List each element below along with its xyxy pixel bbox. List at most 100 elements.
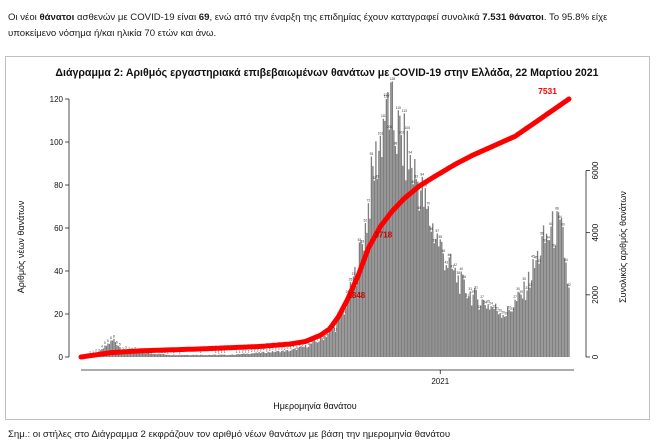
bar (557, 212, 560, 357)
bar (390, 82, 392, 357)
bar-value-label: 61 (549, 222, 553, 226)
bar (530, 280, 533, 357)
bar (342, 310, 344, 357)
bar (224, 354, 226, 357)
bar-value-label: 2 (275, 347, 277, 351)
bar (264, 353, 266, 357)
bar (487, 304, 489, 357)
x-axis-label: Ημερομηνία θανάτου (273, 401, 357, 411)
bar (429, 225, 431, 357)
bar-value-label: 2 (254, 349, 256, 353)
bar-value-label: 21 (495, 306, 499, 310)
chart-frame: Διάγραμμα 2: Αριθμός εργαστηριακά επιβεβ… (5, 56, 650, 420)
bar-value-label: 5 (308, 342, 310, 346)
bar-value-label: 84 (421, 172, 425, 176)
bar (158, 353, 160, 357)
bar (209, 354, 211, 357)
bar (351, 287, 353, 357)
bar (529, 287, 531, 357)
bar (300, 346, 302, 357)
intro-text-2: ασθενών με COVID-19 είναι (74, 12, 199, 23)
bar (262, 351, 265, 357)
bar-value-label: 79 (424, 184, 428, 188)
bar-value-label: 27 (465, 294, 469, 298)
bar (349, 281, 352, 357)
bar-value-label: 36 (462, 275, 466, 279)
bar (240, 354, 242, 357)
bar-value-label: 3 (278, 346, 280, 350)
bar (241, 353, 244, 357)
bar (568, 287, 570, 357)
bar (480, 305, 482, 357)
bar (156, 354, 159, 357)
bar (150, 353, 153, 357)
bar-value-label: 64 (558, 215, 562, 219)
cumulative-deaths-line (78, 96, 572, 360)
y2-tick-label: 4000 (591, 223, 600, 241)
bar (367, 203, 370, 357)
bar-value-label: 83 (376, 175, 380, 179)
bar-value-label: 38 (456, 271, 460, 275)
bar (152, 353, 154, 357)
bar (459, 293, 461, 357)
bar (518, 293, 521, 357)
bar (330, 328, 332, 357)
x-tick-label: 2021 (431, 377, 449, 386)
bar (141, 352, 144, 357)
bar (417, 181, 419, 357)
bar (267, 351, 269, 357)
bar (373, 180, 376, 357)
bar (221, 354, 223, 357)
bar-value-label: 3 (287, 346, 289, 350)
bar (421, 176, 423, 357)
bar (162, 353, 165, 357)
bar-value-label: 53 (543, 239, 547, 243)
bar (447, 267, 449, 357)
bar (107, 343, 109, 357)
y-tick-label: 60 (54, 224, 63, 233)
bar (247, 354, 250, 357)
bar (307, 346, 310, 357)
bar (203, 355, 205, 357)
bar (551, 211, 554, 357)
bar (316, 342, 319, 357)
bar (165, 354, 167, 357)
bar-value-label: 53 (433, 239, 437, 243)
bar (177, 355, 179, 357)
bar (306, 347, 308, 357)
bar (189, 355, 191, 357)
bar (322, 340, 325, 357)
bar-value-label: 53 (358, 238, 362, 242)
bar (183, 354, 185, 357)
bar (250, 353, 253, 357)
bar (527, 271, 530, 357)
bar (475, 289, 477, 357)
bar (387, 92, 389, 357)
bar (554, 245, 557, 357)
bar (445, 265, 447, 357)
bar (430, 231, 432, 357)
bar (450, 253, 452, 357)
bar (566, 283, 569, 357)
bar-value-label: 58 (430, 227, 434, 231)
bar (436, 233, 438, 357)
bar (488, 309, 491, 357)
bar (559, 219, 561, 357)
bar (432, 223, 434, 357)
bar (268, 352, 271, 357)
bar (182, 354, 184, 357)
bar (207, 354, 209, 357)
bar (114, 342, 117, 357)
bar (236, 354, 238, 357)
bar (412, 184, 414, 357)
bar (560, 218, 563, 357)
bar (408, 169, 410, 357)
bar (147, 352, 150, 357)
bar (524, 300, 527, 357)
intro-deaths-word: θάνατοι (39, 12, 75, 23)
bar (215, 354, 217, 357)
bar-value-label: 93 (370, 152, 374, 156)
bar (334, 331, 337, 357)
bar (511, 311, 513, 357)
